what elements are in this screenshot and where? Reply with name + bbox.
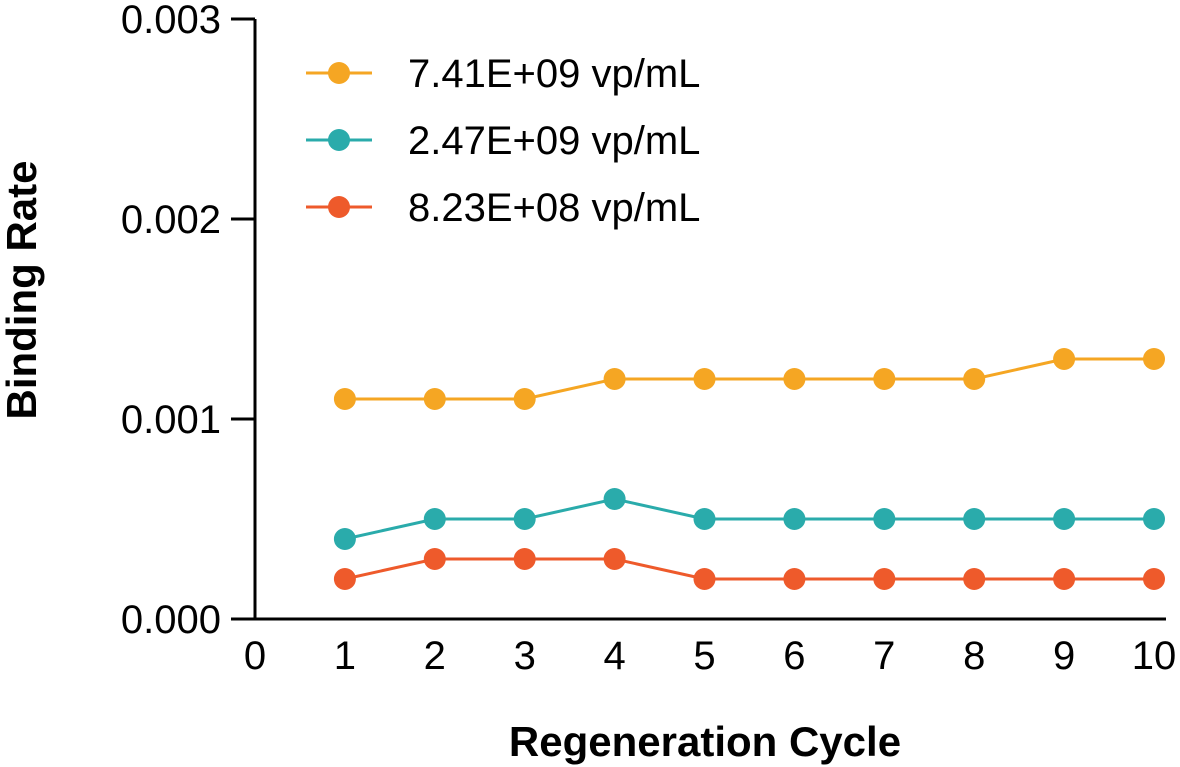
x-tick-label: 9 [1053,634,1075,678]
x-axis-title: Regeneration Cycle [509,718,901,765]
data-point [603,368,626,390]
x-tick-label: 0 [244,634,266,678]
legend-marker [328,129,350,151]
data-point [783,508,806,530]
legend-item: 2.47E+09 vp/mL [306,119,700,163]
data-point [783,368,806,390]
x-tick-label: 5 [693,634,715,678]
y-tick-label: 0.003 [121,0,221,42]
y-tick-label: 0.000 [121,598,221,642]
data-point [963,568,986,590]
data-point [513,388,536,410]
data-point [963,368,986,390]
data-point [1143,348,1165,370]
series-0 [333,348,1165,410]
x-tick-label: 8 [963,634,985,678]
y-axis-title: Binding Rate [0,161,45,420]
series-line [344,557,1154,581]
legend-marker [328,62,350,84]
data-point [513,548,536,570]
axes: 0.000 0.001 0.002 0.003 0 1 2 3 4 5 6 7 8 9 10 [121,0,1176,678]
x-tick-label: 1 [334,634,356,678]
data-point [603,488,626,510]
series-layer [333,348,1165,590]
data-point [1143,508,1165,530]
data-point [1053,508,1076,530]
data-point [333,568,356,590]
x-tick-label: 3 [514,634,536,678]
legend-label: 8.23E+08 vp/mL [408,186,700,230]
series-2 [333,548,1165,590]
data-point [423,548,446,570]
data-point [873,508,896,530]
data-point [693,368,716,390]
y-tick-label: 0.001 [121,398,221,442]
data-point [873,368,896,390]
data-point [333,388,356,410]
legend-label: 7.41E+09 vp/mL [408,52,700,96]
legend-item: 8.23E+08 vp/mL [306,186,700,230]
data-point [513,508,536,530]
data-point [693,568,716,590]
legend-item: 7.41E+09 vp/mL [306,52,700,96]
data-point [423,508,446,530]
legend-label: 2.47E+09 vp/mL [408,119,700,163]
legend: 7.41E+09 vp/mL 2.47E+09 vp/mL 8.23E+08 vp/… [306,52,700,230]
series-1 [333,488,1165,550]
x-tick-label: 6 [783,634,805,678]
data-point [783,568,806,590]
x-tick-label: 7 [873,634,895,678]
data-point [873,568,896,590]
data-point [963,508,986,530]
data-point [1143,568,1165,590]
x-tick-label: 10 [1132,634,1177,678]
data-point [423,388,446,410]
data-point [1053,568,1076,590]
data-point [333,528,356,550]
data-point [603,548,626,570]
legend-marker [328,196,350,218]
data-point [1053,348,1076,370]
y-tick-label: 0.002 [121,198,221,242]
x-tick-label: 2 [424,634,446,678]
x-tick-label: 4 [603,634,625,678]
series-line [344,497,1154,541]
series-line [344,357,1154,401]
data-point [693,508,716,530]
